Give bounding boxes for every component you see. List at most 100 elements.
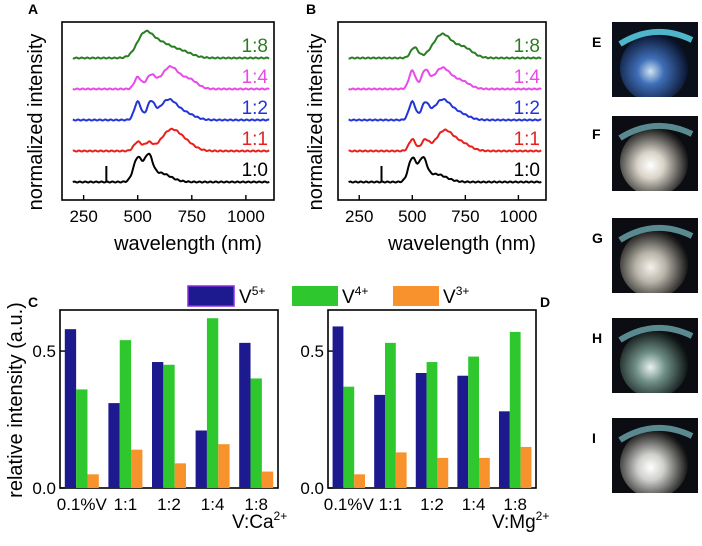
bar-v4-1-1	[384, 342, 396, 488]
y-tick-label: 0.5	[300, 342, 324, 361]
top-a-ylabel: normalized intensity	[25, 34, 47, 211]
panel-a-plot: 250 500 750 1000 wavelength (nm) 1:0 1:1 1:2 1:4…	[61, 21, 275, 255]
x-tick-label: 250	[345, 207, 373, 226]
panel-b-plot: 250 500 750 1000 wavelength (nm) 1:0 1:1 1:2 1:4…	[337, 21, 547, 255]
series-label-1-0: 1:0	[242, 160, 268, 181]
panel-label-d: D	[540, 294, 550, 310]
panel-label-c: C	[28, 294, 38, 310]
plot-frame	[61, 21, 275, 201]
x-tick-label: 1:4	[201, 495, 225, 514]
x-axis-title: wavelength (nm)	[387, 233, 536, 255]
bar-v4-1-4	[206, 318, 219, 488]
legend-swatch-v5	[187, 285, 235, 307]
spectrum-line-1-8	[72, 29, 270, 60]
legend-swatch-v3	[393, 286, 439, 306]
x-axis-title: wavelength (nm)	[113, 233, 262, 255]
y-tick-label: 0.0	[300, 479, 324, 498]
series-label-1-1: 1:1	[242, 129, 268, 150]
bar-v3-1-2	[174, 463, 187, 488]
photo-i	[612, 418, 698, 493]
photo-f	[612, 116, 698, 191]
photo-f-image	[612, 116, 698, 191]
bar-legend: V5+ V4+ V3+	[187, 284, 469, 308]
x-tick-label: 1000	[499, 207, 537, 226]
spectrum-line-1-1	[72, 127, 270, 153]
x-tick-label: 1:4	[462, 495, 486, 514]
x-tick-label: 0.1%V	[57, 495, 108, 514]
bar-v5-0-1-V	[332, 326, 344, 488]
bar-v3-1-8	[520, 446, 532, 488]
panel-label-f: F	[592, 126, 601, 142]
bar-v3-1-4	[479, 457, 490, 488]
spectrum-line-1-0	[72, 152, 270, 184]
bar-v5-1-2	[151, 362, 164, 488]
bar-v5-1-2	[415, 372, 427, 488]
bar-v4-0-1-V	[76, 389, 88, 488]
spectrum-line-1-0	[348, 155, 542, 184]
spectrum-line-1-4	[72, 65, 270, 91]
series-label-1-2: 1:2	[514, 98, 540, 119]
spectrum-line-1-8	[348, 32, 542, 60]
bottom-ylabel: relative intensity (a.u.)	[5, 302, 27, 498]
bar-v3-1-1	[131, 449, 143, 488]
bar-v3-1-8	[261, 471, 274, 488]
bar-v4-1-2	[163, 364, 175, 488]
bar-v3-1-1	[395, 452, 407, 488]
series-label-1-4: 1:4	[514, 67, 541, 88]
series-label-1-2: 1:2	[242, 98, 268, 119]
bar-v4-1-8	[509, 331, 521, 488]
x-tick-label: 1000	[227, 207, 265, 226]
bar-v3-0-1-V	[87, 474, 99, 488]
spectrum-line-1-1	[348, 128, 542, 153]
bar-v4-1-2	[426, 362, 438, 488]
photo-g-image	[612, 218, 698, 293]
panel-label-i: I	[592, 430, 596, 446]
bar-v3-0-1-V	[354, 474, 366, 488]
photo-i-image	[612, 418, 698, 493]
x-tick-label: 250	[69, 207, 97, 226]
bar-v4-1-4	[468, 356, 480, 488]
xlabel-c: V:Ca2+	[232, 509, 287, 533]
bar-v5-1-1	[108, 403, 120, 488]
x-tick-label: 1:1	[114, 495, 138, 514]
panel-label-a: A	[28, 1, 38, 17]
x-tick-label: 1:8	[244, 495, 268, 514]
x-tick-label: 1:2	[420, 495, 444, 514]
legend-label-v3: V3+	[443, 284, 469, 308]
panel-c-plot: 0.0 0.5 0.1%V 1:1 1:2 1:4 1:8	[32, 309, 279, 514]
bar-v4-0-1-V	[343, 386, 355, 488]
series-label-1-0: 1:0	[514, 160, 540, 181]
legend-label-v5: V5+	[239, 284, 265, 308]
xlabel-d: V:Mg2+	[492, 509, 549, 533]
bar-v5-1-8	[498, 411, 510, 488]
spectrum-line-1-2	[72, 98, 270, 122]
x-tick-label: 1:2	[157, 495, 181, 514]
top-b-ylabel: normalized intensity	[305, 34, 327, 211]
bar-v5-0-1-V	[64, 329, 77, 488]
bar-v4-1-1	[119, 340, 132, 488]
series-label-1-4: 1:4	[242, 67, 269, 88]
panel-label-e: E	[592, 34, 602, 50]
photo-h	[612, 318, 698, 393]
y-tick-label: 0.5	[32, 342, 56, 361]
panel-label-g: G	[592, 230, 603, 246]
bar-v3-1-2	[437, 457, 449, 488]
legend-swatch-v4	[292, 286, 338, 306]
photo-e	[612, 22, 698, 97]
x-tick-label: 750	[178, 207, 206, 226]
bar-v4-1-8	[250, 378, 262, 488]
series-label-1-8: 1:8	[514, 36, 540, 57]
bar-v5-1-1	[374, 394, 385, 488]
plot-layer: 250 500 750 1000 wavelength (nm) 1:0 1:1 1:2 1:4…	[32, 21, 547, 514]
x-tick-label: 750	[451, 207, 479, 226]
bar-v3-1-4	[218, 444, 230, 488]
x-tick-label: 1:1	[379, 495, 403, 514]
plot-frame	[337, 21, 547, 201]
panel-label-h: H	[592, 330, 603, 346]
bar-v5-1-8	[239, 342, 251, 488]
x-tick-label: 1:8	[503, 495, 527, 514]
legend-label-v4: V4+	[342, 284, 368, 308]
photo-g	[612, 218, 698, 293]
x-tick-label: 0.1%V	[324, 495, 375, 514]
